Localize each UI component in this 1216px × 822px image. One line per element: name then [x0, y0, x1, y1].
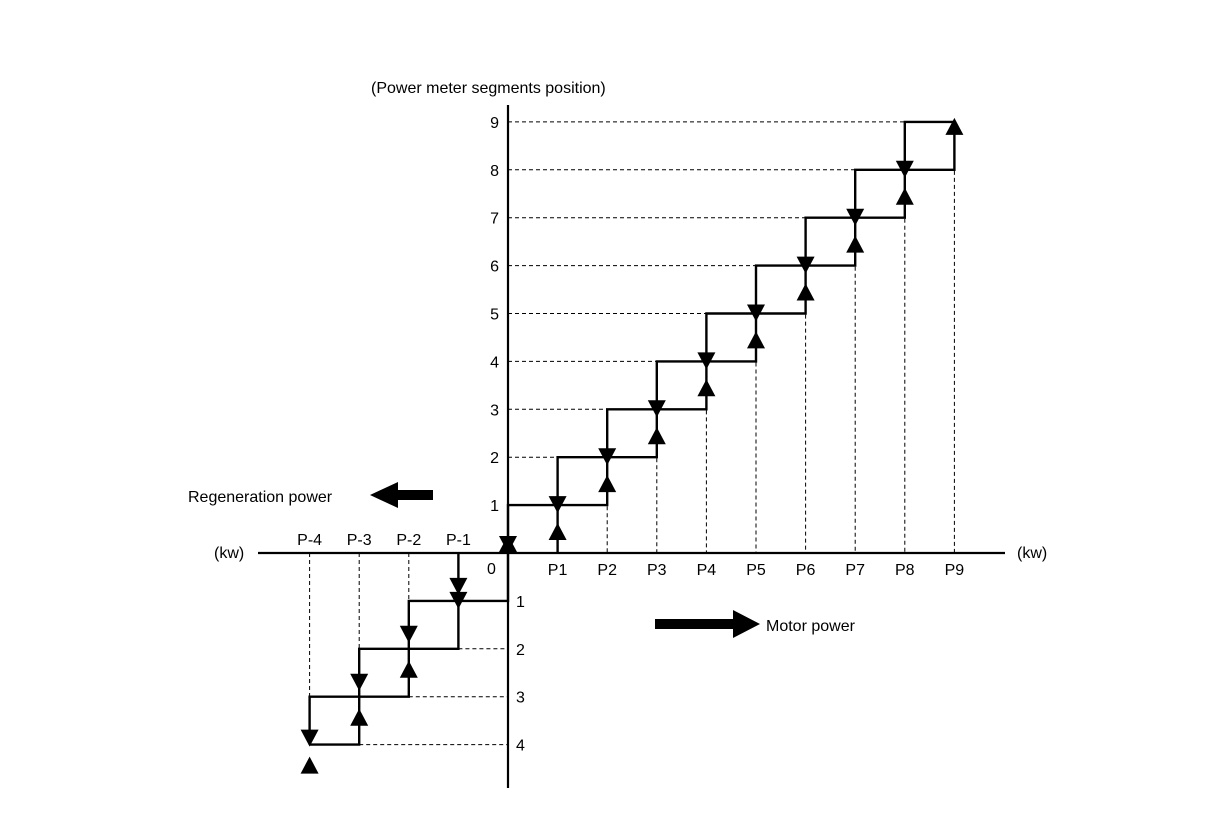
arrow-up-icon — [895, 187, 914, 205]
arrow-down-icon — [449, 577, 468, 595]
x-tick-label: P8 — [895, 562, 915, 579]
y-axis-title: (Power meter segments position) — [371, 80, 606, 97]
staircase-regeneration-a — [308, 553, 460, 745]
arrow-down-icon — [300, 729, 319, 747]
arrow-up-icon — [300, 756, 319, 774]
x-tick-label: P9 — [945, 562, 965, 579]
arrow-down-icon — [399, 625, 418, 643]
arrow-down-icon — [350, 673, 369, 691]
motor-power-label: Motor power — [766, 618, 856, 635]
y-tick-label: 6 — [490, 259, 499, 276]
tick-labels: P1 P2 P3 P4 P5 P6 P7 P8 P9 P-1 P-2 P-3 P-4 1 2 3 4 5 6 7 8 9 1… — [297, 115, 964, 755]
y-tick-label: 8 — [490, 163, 499, 180]
arrow-down-icon — [796, 256, 815, 274]
arrow-up-icon — [598, 475, 617, 493]
arrow-down-icon — [747, 304, 765, 322]
regeneration-direction-arrow-icon — [370, 482, 433, 508]
arrow-down-icon — [697, 352, 716, 370]
arrow-up-icon — [350, 708, 369, 726]
arrow-up-icon — [548, 523, 567, 540]
y-tick-label-negative: 3 — [516, 690, 525, 707]
step-arrowheads — [300, 117, 964, 774]
x-tick-label: P3 — [647, 562, 667, 579]
y-tick-label: 5 — [490, 307, 499, 324]
x-tick-label: P5 — [746, 562, 766, 579]
arrow-up-icon — [945, 117, 964, 135]
y-tick-label: 7 — [490, 211, 499, 228]
arrow-down-icon — [548, 496, 567, 514]
x-unit-left: (kw) — [214, 545, 244, 562]
arrow-up-icon — [399, 660, 418, 678]
arrow-up-icon — [747, 331, 765, 349]
x-tick-label-negative: P-2 — [396, 532, 421, 549]
y-tick-label: 2 — [490, 450, 499, 467]
arrow-up-icon — [647, 427, 666, 445]
x-unit-right: (kw) — [1017, 545, 1047, 562]
y-tick-label: 4 — [490, 354, 499, 371]
arrow-up-icon — [499, 535, 517, 552]
motor-direction-arrow-icon — [655, 610, 760, 638]
y-tick-label: 1 — [490, 498, 499, 515]
staircase-regeneration-b — [309, 553, 510, 746]
y-tick-label: 3 — [490, 402, 499, 419]
origin-label: 0 — [487, 561, 496, 578]
x-tick-label-negative: P-1 — [446, 532, 471, 549]
x-tick-label: P6 — [796, 562, 816, 579]
arrow-down-icon — [647, 400, 666, 418]
y-tick-label-negative: 4 — [516, 738, 525, 755]
axis-labels: (Power meter segments position) (kw) (kw… — [188, 80, 1047, 635]
x-tick-label-negative: P-4 — [297, 532, 322, 549]
arrow-down-icon — [598, 448, 617, 466]
arrow-down-icon — [449, 591, 468, 609]
y-tick-label-negative: 1 — [516, 594, 525, 611]
x-tick-label: P7 — [845, 562, 865, 579]
x-tick-label: P2 — [597, 562, 617, 579]
y-tick-label: 9 — [490, 115, 499, 132]
arrow-up-icon — [796, 283, 815, 301]
arrow-up-icon — [846, 235, 865, 253]
axes — [258, 105, 1005, 788]
y-tick-label-negative: 2 — [516, 642, 525, 659]
arrow-up-icon — [697, 379, 716, 397]
x-tick-label-negative: P-3 — [347, 532, 372, 549]
arrow-down-icon — [846, 208, 865, 226]
x-tick-label: P1 — [548, 562, 568, 579]
regeneration-power-label: Regeneration power — [188, 489, 333, 506]
arrow-down-icon — [895, 160, 914, 178]
staircase-decreasing — [506, 120, 955, 553]
x-tick-label: P4 — [697, 562, 717, 579]
